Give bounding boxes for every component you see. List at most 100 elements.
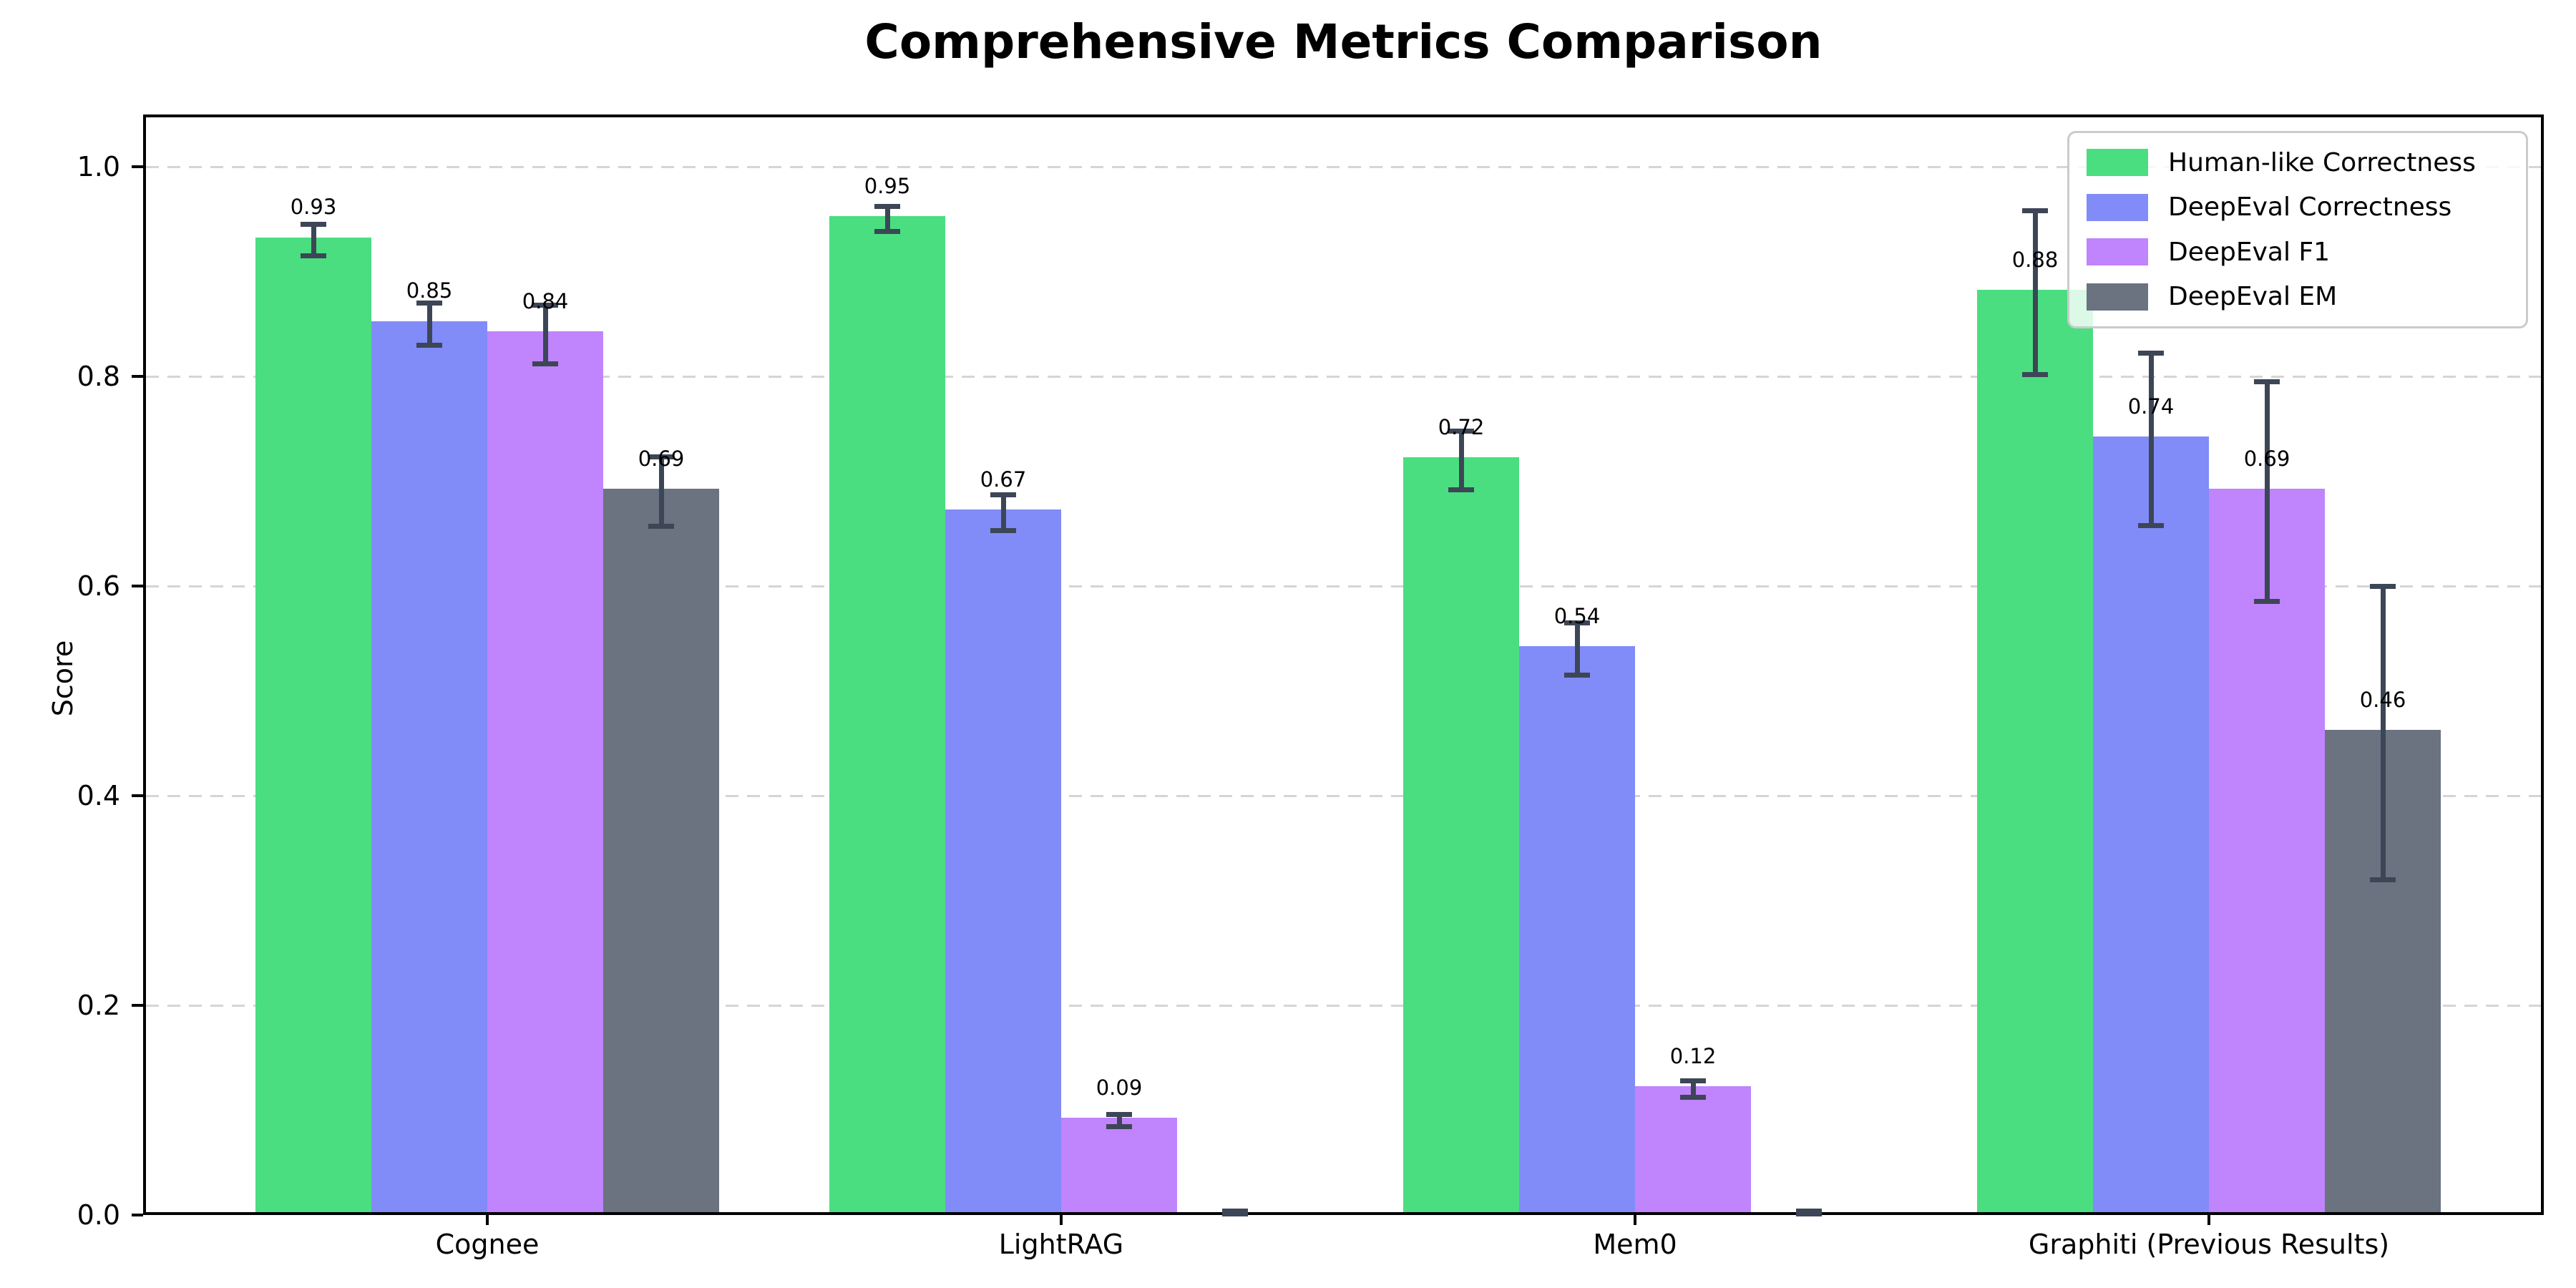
bar-value-label-cognee-deepeval-f1: 0.84 [522,289,569,314]
bar-mem0-deepeval-correctness [1519,645,1635,1212]
error-cap-top-cognee [301,222,326,228]
error-cap-top-graphiti-previous-results [2254,379,2280,384]
gridline-1.0 [146,165,2541,168]
y-tick-mark-1.0 [132,165,143,168]
legend-swatch-icon [2087,193,2148,221]
legend-row-human-like-correctness: Human-like Correctness [2087,142,2519,183]
error-cap-top-cognee [416,300,442,306]
y-tick-label-1.0: 1.0 [77,151,120,182]
bar-lightrag-human-like-correctness [829,216,945,1212]
error-bar-graphiti-previous-results-deepeval-f1 [2264,381,2270,602]
error-cap-bottom-lightrag [1106,1124,1132,1130]
error-cap-bottom-cognee [532,361,558,366]
legend-swatch-icon [2087,238,2148,266]
error-cap-top-graphiti-previous-results [2022,208,2048,214]
error-bar-graphiti-previous-results-deepeval-em [2380,586,2386,880]
error-cap-bottom-graphiti-previous-results [2254,599,2280,605]
legend-swatch-icon [2087,149,2148,177]
y-tick-label-0.0: 0.0 [77,1199,120,1231]
error-bar-mem0-deepeval-f1 [1690,1080,1696,1098]
gridline-0.6 [146,585,2541,587]
error-cap-bottom-graphiti-previous-results [2370,877,2396,882]
bar-value-label-mem0-human-like-correctness: 0.72 [1438,414,1485,439]
error-cap-bottom-cognee [416,342,442,348]
bar-value-label-cognee-human-like-correctness: 0.93 [290,195,337,220]
y-axis-label: Score [47,640,79,717]
y-tick-mark-0.0 [132,1214,143,1216]
gridline-0.2 [146,1004,2541,1007]
error-cap-bottom-cognee [301,253,326,259]
error-cap-bottom-mem0 [1796,1211,1822,1216]
bar-graphiti-previous-results-deepeval-f1 [2209,489,2325,1212]
x-tick-label-cognee: Cognee [435,1229,540,1260]
error-cap-top-lightrag [874,204,900,210]
x-tick-label-lightrag: LightRAG [998,1229,1124,1260]
error-cap-bottom-mem0 [1680,1095,1706,1101]
x-tick-mark-lightrag [1060,1215,1063,1225]
gridline-0.8 [146,375,2541,378]
legend-row-deepeval-em: DeepEval EM [2087,276,2519,318]
bar-cognee-deepeval-correctness [371,321,487,1212]
bar-value-label-lightrag-deepeval-f1: 0.09 [1096,1075,1143,1100]
error-bar-mem0-human-like-correctness [1458,431,1464,490]
x-tick-mark-mem0 [1634,1215,1636,1225]
error-bar-cognee-human-like-correctness [311,224,316,256]
error-bar-lightrag-deepeval-correctness [1000,494,1006,531]
gridline-0.4 [146,794,2541,797]
error-bar-cognee-deepeval-correctness [426,303,432,346]
error-bar-lightrag-deepeval-f1 [1116,1114,1122,1127]
error-cap-bottom-graphiti-previous-results [2138,522,2164,528]
error-bar-cognee-deepeval-f1 [542,305,548,364]
error-bar-cognee-deepeval-em [658,457,664,527]
bar-cognee-human-like-correctness [255,237,371,1212]
x-tick-label-mem0: Mem0 [1593,1229,1677,1260]
bar-value-label-mem0-deepeval-f1: 0.12 [1669,1043,1717,1068]
legend-row-deepeval-f1: DeepEval F1 [2087,231,2519,273]
error-cap-top-graphiti-previous-results [2138,351,2164,356]
error-bar-graphiti-previous-results-deepeval-correctness [2148,353,2154,526]
bar-graphiti-previous-results-deepeval-correctness [2093,436,2209,1212]
x-tick-label-graphiti-previous-results: Graphiti (Previous Results) [2028,1229,2390,1260]
bar-value-label-mem0-deepeval-correctness: 0.54 [1553,603,1601,628]
error-cap-bottom-graphiti-previous-results [2022,371,2048,377]
error-cap-top-cognee [532,302,558,308]
bar-value-label-graphiti-previous-results-deepeval-correctness: 0.74 [2127,394,2175,419]
legend-swatch-icon [2087,283,2148,311]
y-tick-label-0.4: 0.4 [77,780,120,811]
bar-mem0-human-like-correctness [1403,457,1519,1212]
error-cap-top-lightrag [1222,1208,1248,1214]
legend-row-deepeval-correctness: DeepEval Correctness [2087,187,2519,228]
error-cap-bottom-lightrag [1222,1211,1248,1216]
chart-title: Comprehensive Metrics Comparison [864,14,1823,69]
error-cap-bottom-mem0 [1448,487,1474,492]
error-cap-top-lightrag [990,492,1016,498]
y-tick-mark-0.4 [132,794,143,797]
y-tick-mark-0.6 [132,585,143,587]
error-cap-bottom-lightrag [874,229,900,235]
bar-value-label-graphiti-previous-results-deepeval-f1: 0.69 [2243,446,2290,471]
error-cap-top-mem0 [1796,1208,1822,1214]
bar-value-label-cognee-deepeval-correctness: 0.85 [406,278,453,303]
y-tick-label-0.8: 0.8 [77,361,120,392]
error-bar-mem0-deepeval-correctness [1574,623,1580,675]
legend-label: DeepEval Correctness [2168,192,2452,223]
y-tick-label-0.2: 0.2 [77,990,120,1021]
error-cap-bottom-cognee [648,524,674,529]
error-cap-top-mem0 [1448,428,1474,434]
bar-lightrag-deepeval-f1 [1061,1118,1177,1212]
y-tick-label-0.6: 0.6 [77,570,120,602]
y-tick-mark-0.8 [132,375,143,378]
bar-value-label-lightrag-human-like-correctness: 0.95 [864,173,911,198]
bar-mem0-deepeval-f1 [1635,1086,1751,1212]
legend-label: DeepEval F1 [2168,237,2331,267]
error-cap-top-mem0 [1680,1078,1706,1083]
error-bar-graphiti-previous-results-human-like-correctness [2032,210,2038,375]
bar-cognee-deepeval-em [603,489,719,1212]
x-tick-mark-cognee [486,1215,489,1225]
error-cap-top-cognee [648,454,674,460]
error-cap-bottom-lightrag [990,527,1016,533]
bar-cognee-deepeval-f1 [487,331,603,1212]
legend: Human-like Correctness DeepEval Correctne… [2067,131,2528,328]
y-tick-mark-0.2 [132,1004,143,1007]
